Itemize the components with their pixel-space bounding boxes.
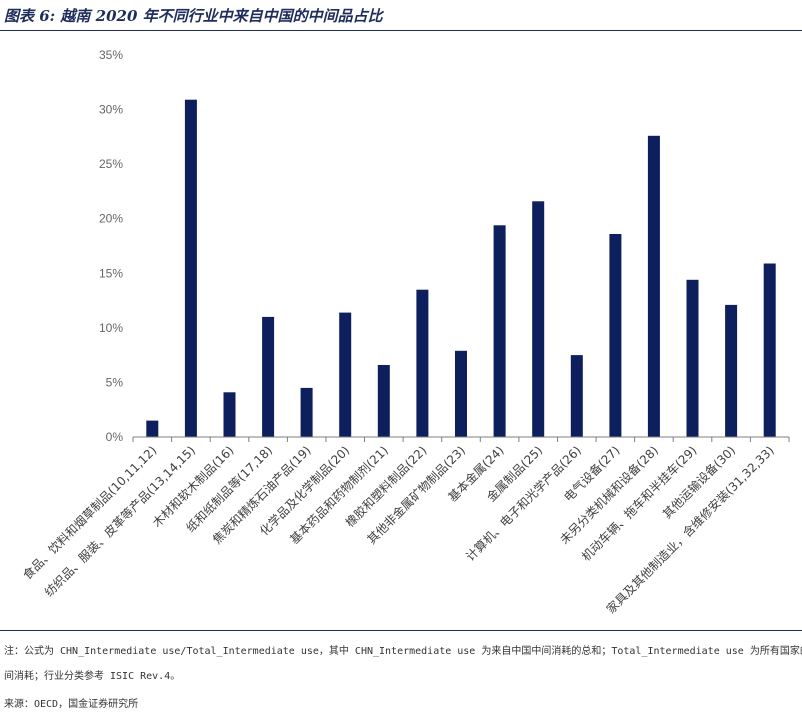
bar: [146, 420, 159, 437]
bar: [493, 225, 506, 437]
title-bar: 图表 6: 越南 2020 年不同行业中来自中国的中间品占比: [0, 0, 802, 31]
footnote-line-1: 注：公式为 CHN_Intermediate use/Total_Interme…: [4, 646, 802, 657]
y-axis: 0% 5% 10% 15% 20% 25% 30% 35%: [99, 48, 123, 444]
y-tick-label: 0%: [106, 430, 124, 444]
y-tick-label: 30%: [99, 103, 123, 117]
bar: [609, 234, 622, 437]
bar: [725, 304, 738, 437]
footnote-line-2: 间消耗；行业分类参考 ISIC Rev.4。: [4, 671, 181, 682]
bar: [763, 263, 776, 437]
y-tick-label: 25%: [99, 157, 123, 171]
bar: [647, 135, 660, 438]
y-tick-label: 20%: [99, 212, 123, 226]
bar-chart: 0% 5% 10% 15% 20% 25% 30% 35% 食品、饮料和烟草制品(10,11,…: [20, 48, 790, 616]
bar: [339, 312, 352, 437]
bar: [300, 387, 313, 437]
bar: [184, 99, 197, 437]
chart-title: 图表 6: 越南 2020 年不同行业中来自中国的中间品占比: [4, 7, 383, 25]
bar: [223, 392, 236, 437]
y-tick-label: 15%: [99, 266, 123, 280]
x-tick-label: 其他运输设备(30): [659, 443, 738, 522]
bar: [455, 350, 467, 437]
y-tick-label: 5%: [106, 375, 124, 389]
y-tick-label: 35%: [99, 48, 123, 62]
notes-divider: [0, 630, 802, 631]
x-tick-label: 纺织品、服装、皮革等产品(13,14,15): [42, 443, 198, 599]
source-note: 来源：OECD，国金证券研究所: [4, 699, 139, 710]
bar: [377, 365, 390, 437]
bar: [686, 279, 699, 437]
bar: [262, 316, 275, 437]
bars: [146, 99, 776, 438]
x-axis: 食品、饮料和烟草制品(10,11,12)纺织品、服装、皮革等产品(13,14,1…: [20, 436, 790, 616]
bar: [532, 201, 545, 437]
bar: [570, 355, 583, 437]
y-tick-label: 10%: [99, 321, 123, 335]
bar: [416, 289, 429, 437]
